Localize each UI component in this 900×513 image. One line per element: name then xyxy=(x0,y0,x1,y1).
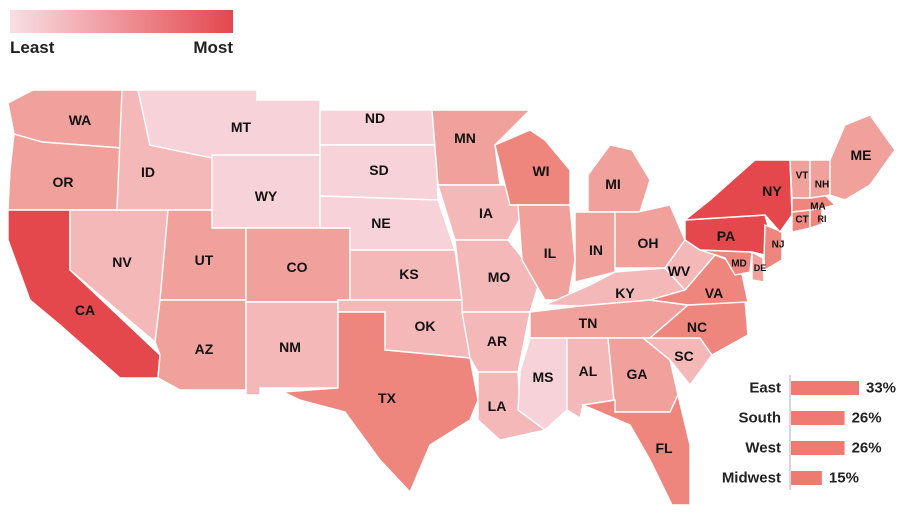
label-TX: TX xyxy=(378,390,397,406)
label-ME: ME xyxy=(851,147,872,163)
label-RI: RI xyxy=(818,214,827,224)
bar-category-east: East xyxy=(749,380,781,397)
label-CO: CO xyxy=(287,259,308,275)
state-MN[interactable] xyxy=(431,109,532,186)
state-labels: WA OR CA NV ID MT WY UT AZ CO NM ND SD N… xyxy=(53,110,872,456)
label-SC: SC xyxy=(674,348,693,364)
label-LA: LA xyxy=(488,398,507,414)
label-CA: CA xyxy=(75,302,95,318)
label-MO: MO xyxy=(488,269,511,285)
label-SD: SD xyxy=(369,162,388,178)
label-MA: MA xyxy=(810,202,826,213)
label-KY: KY xyxy=(615,285,635,301)
state-FL[interactable] xyxy=(580,392,691,506)
label-WY: WY xyxy=(255,188,278,204)
legend-max-label: Most xyxy=(193,38,233,57)
label-UT: UT xyxy=(195,252,214,268)
label-AL: AL xyxy=(579,363,598,379)
state-DE[interactable] xyxy=(751,250,765,283)
label-OH: OH xyxy=(638,235,659,251)
label-NC: NC xyxy=(687,319,707,335)
bar-west xyxy=(791,441,845,455)
label-NH: NH xyxy=(815,180,829,191)
label-NY: NY xyxy=(762,183,782,199)
bar-category-south: South xyxy=(739,410,782,427)
bar-south xyxy=(791,411,845,425)
label-ID: ID xyxy=(141,164,155,180)
label-DE: DE xyxy=(754,263,767,273)
label-NE: NE xyxy=(371,215,390,231)
label-MD: MD xyxy=(731,259,747,270)
label-MS: MS xyxy=(533,369,554,385)
bar-category-west: West xyxy=(745,440,781,457)
label-VA: VA xyxy=(705,285,723,301)
bar-value-south: 26% xyxy=(852,410,882,427)
label-NV: NV xyxy=(112,254,132,270)
label-CT: CT xyxy=(795,215,808,226)
label-OR: OR xyxy=(53,174,74,190)
legend-min-label: Least xyxy=(10,38,55,57)
label-GA: GA xyxy=(627,366,648,382)
bar-value-midwest: 15% xyxy=(829,470,859,487)
label-AR: AR xyxy=(487,333,507,349)
state-ME[interactable] xyxy=(829,114,896,201)
label-WV: WV xyxy=(668,263,691,279)
bar-category-midwest: Midwest xyxy=(722,470,781,487)
bar-value-east: 33% xyxy=(866,380,896,397)
label-OK: OK xyxy=(415,318,436,334)
label-IL: IL xyxy=(544,245,557,261)
label-PA: PA xyxy=(717,228,735,244)
label-NJ: NJ xyxy=(772,240,785,251)
label-WI: WI xyxy=(532,163,549,179)
bar-east xyxy=(791,381,859,395)
bar-midwest xyxy=(791,471,822,485)
regional-bar-chart: East 33% South 26% West 26% Midwest 15% xyxy=(722,375,896,490)
label-VT: VT xyxy=(796,171,809,182)
label-TN: TN xyxy=(579,315,598,331)
states-layer xyxy=(7,89,896,506)
label-NM: NM xyxy=(279,339,301,355)
label-MT: MT xyxy=(231,119,252,135)
label-WA: WA xyxy=(69,112,92,128)
label-ND: ND xyxy=(365,110,385,126)
label-FL: FL xyxy=(655,440,673,456)
legend: Least Most xyxy=(10,10,233,57)
label-AZ: AZ xyxy=(195,341,214,357)
bar-value-west: 26% xyxy=(852,440,882,457)
label-MI: MI xyxy=(605,176,621,192)
legend-gradient-bar xyxy=(10,10,233,33)
label-KS: KS xyxy=(399,266,418,282)
label-IN: IN xyxy=(589,242,603,258)
state-IA[interactable] xyxy=(437,184,523,241)
state-WI[interactable] xyxy=(494,129,571,206)
state-TX[interactable] xyxy=(280,311,479,494)
label-MN: MN xyxy=(454,130,476,146)
state-PA[interactable] xyxy=(684,214,773,256)
state-MT[interactable] xyxy=(137,89,321,159)
label-IA: IA xyxy=(479,205,493,221)
